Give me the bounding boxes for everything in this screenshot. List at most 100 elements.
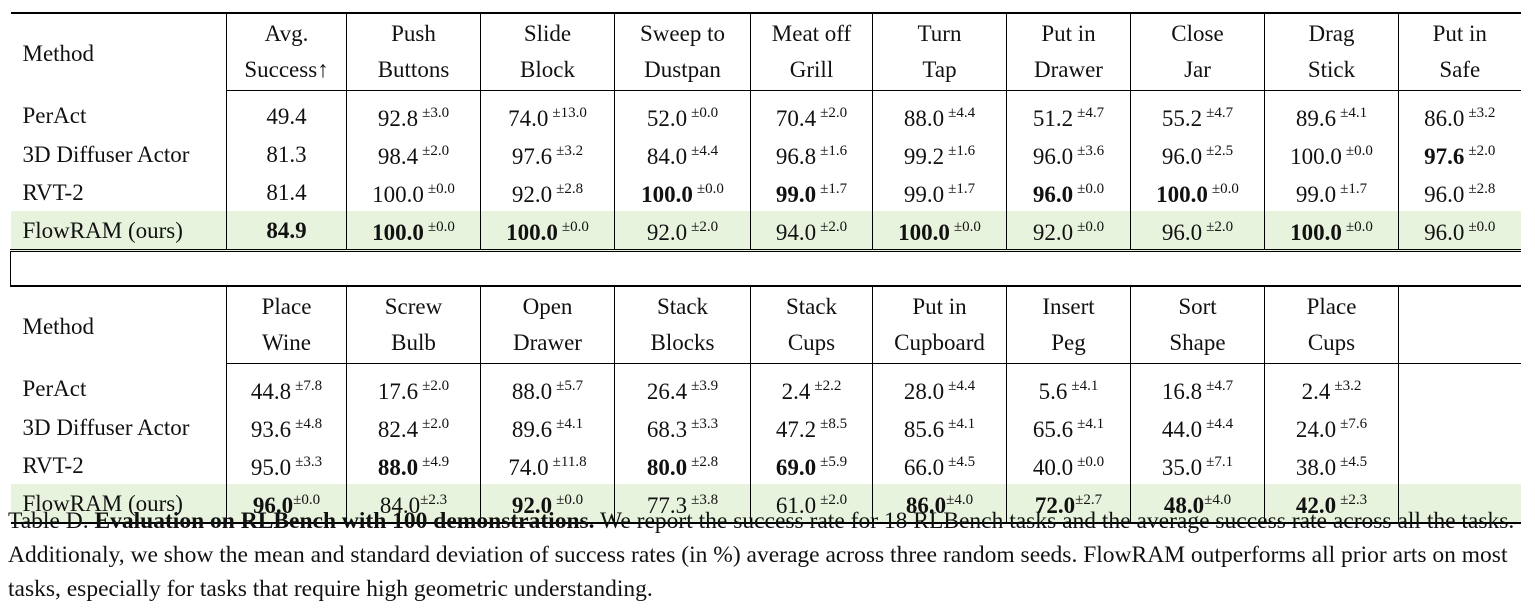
std-value: ±4.9	[422, 454, 450, 470]
result-cell: 68.3 ±3.3	[614, 408, 751, 446]
column-header: Cups	[750, 323, 873, 364]
std-value: ±0.0	[561, 219, 589, 235]
block1-header: Method Avg. Push Slide Sweep to Meat off Turn P…	[10, 12, 1521, 91]
method-header: Method	[10, 12, 227, 91]
caption-label: Table D.	[8, 508, 89, 534]
std-value: ±0.0	[1077, 181, 1105, 197]
mean-value: 72.0	[1034, 493, 1076, 518]
std-value: ±1.6	[948, 143, 976, 159]
column-header: Insert	[1006, 285, 1131, 323]
mean-value: 5.6	[1038, 379, 1068, 404]
std-value: ±7.1	[1206, 454, 1234, 470]
column-header: Stick	[1264, 50, 1399, 91]
mean-value: 68.3	[646, 417, 688, 442]
mean-value: 81.4	[266, 179, 307, 205]
column-header: Push	[346, 12, 481, 50]
result-cell: 16.8 ±4.7	[1130, 363, 1265, 408]
table-row: 3D Diffuser Actor 93.6 ±4.8 82.4 ±2.0 89.6 ±4.…	[11, 408, 1521, 446]
std-value: ±11.8	[552, 454, 587, 470]
mean-value: 96.0	[1161, 220, 1203, 245]
std-value: ±8.5	[820, 416, 848, 432]
mean-value: 92.8	[377, 106, 419, 131]
std-value: ±0.0	[1345, 143, 1373, 159]
result-cell: 96.0 ±3.6	[1006, 135, 1131, 173]
mean-value: 40.0	[1032, 455, 1074, 480]
mean-value: 100.0	[641, 182, 693, 207]
result-cell	[1398, 484, 1521, 524]
header-row: Wine Bulb Drawer Blocks Cups Cupboard Peg Shape…	[11, 323, 1521, 364]
mean-value: 97.6	[1424, 144, 1465, 169]
mean-value: 97.6	[511, 144, 553, 169]
std-value: ±3.6	[1077, 143, 1105, 159]
result-cell: 96.0±0.0	[1398, 211, 1521, 252]
mean-value: 95.0	[250, 455, 292, 480]
mean-value: 89.6	[511, 417, 553, 442]
result-cell: 100.0 ±0.0	[1130, 173, 1265, 211]
result-cell: 72.0±2.7	[1006, 484, 1131, 524]
column-header: Sort	[1130, 285, 1265, 323]
block2-header: Method Place Screw Open Stack Stack Put in Inse…	[10, 250, 1521, 364]
result-cell: 99.0 ±1.7	[872, 173, 1007, 211]
column-header: Screw	[346, 285, 481, 323]
mean-value: 96.0	[1424, 220, 1465, 245]
mean-value: 44.8	[250, 379, 292, 404]
result-cell: 81.3	[226, 135, 347, 173]
mean-value: 99.0	[775, 182, 817, 207]
mean-value: 82.4	[377, 417, 419, 442]
result-cell: 95.0 ±3.3	[226, 446, 347, 484]
result-cell: 100.0 ±0.0	[346, 173, 481, 211]
mean-value: 96.0	[1161, 144, 1203, 169]
column-header: Place	[226, 285, 347, 323]
mean-value: 69.0	[775, 455, 817, 480]
std-value: ±4.1	[1340, 105, 1368, 121]
result-cell: 84.9	[226, 211, 347, 252]
mean-value: 84.0	[379, 493, 421, 518]
result-cell: 97.6 ±3.2	[480, 135, 615, 173]
method-name: FlowRAM (ours)	[10, 484, 227, 524]
std-value: ±0.0	[293, 492, 321, 508]
result-cell: 70.4 ±2.0	[750, 90, 873, 135]
std-value: ±2.0	[422, 143, 450, 159]
result-cell: 100.0 ±0.0	[1264, 135, 1399, 173]
result-cell: 77.3 ±3.8	[614, 484, 751, 524]
mean-value: 28.0	[903, 379, 945, 404]
result-cell: 96.8 ±1.6	[750, 135, 873, 173]
mean-value: 100.0	[506, 220, 558, 245]
result-cell: 96.0±0.0	[226, 484, 347, 524]
caption-body: We report the success rate for 18 RLBenc…	[8, 508, 1515, 602]
result-cell: 96.0 ±2.0	[1130, 211, 1265, 252]
mean-value: 100.0	[1156, 182, 1208, 207]
mean-value: 100.0	[372, 182, 424, 207]
std-value: ±3.3	[691, 416, 719, 432]
std-value: ±4.1	[948, 416, 976, 432]
mean-value: 38.0	[1295, 455, 1337, 480]
result-cell: 55.2 ±4.7	[1130, 90, 1265, 135]
mean-value: 74.0	[508, 106, 549, 131]
result-cell: 92.8 ±3.0	[346, 90, 481, 135]
std-value: ±4.7	[1206, 378, 1234, 394]
result-cell: 65.6 ±4.1	[1006, 408, 1131, 446]
column-header: Tap	[872, 50, 1007, 91]
column-header: Avg.	[226, 12, 347, 50]
result-cell: 48.0±4.0	[1130, 484, 1265, 524]
std-value: ±4.8	[295, 416, 323, 432]
result-cell: 100.0 ±0.0	[346, 211, 481, 252]
column-header: Open	[480, 285, 615, 323]
table-row: PerAct 49.4 92.8 ±3.0 74.0 ±13.0 52.0 ±0.0 70.4 ±…	[11, 90, 1521, 135]
std-value: ±7.6	[1340, 416, 1368, 432]
table-row: RVT-2 81.4 100.0 ±0.0 92.0 ±2.8 100.0 ±0.0 99.0 ±…	[11, 173, 1521, 211]
result-cell: 51.2 ±4.7	[1006, 90, 1131, 135]
result-cell: 82.4 ±2.0	[346, 408, 481, 446]
result-cell: 5.6 ±4.1	[1006, 363, 1131, 408]
std-value: ±2.8	[691, 454, 719, 470]
result-cell: 97.6 ±2.0	[1398, 135, 1521, 173]
std-value: ±3.2	[1468, 105, 1496, 121]
result-cell: 81.4	[226, 173, 347, 211]
column-header: Put in	[1006, 12, 1131, 50]
std-value: ±4.4	[948, 378, 976, 394]
result-cell	[1398, 446, 1521, 484]
mean-value: 88.0	[377, 455, 419, 480]
result-cell: 92.0 ±2.0	[614, 211, 751, 252]
header-row: Success↑ Buttons Block Dustpan Grill Tap Drawe…	[11, 50, 1521, 91]
